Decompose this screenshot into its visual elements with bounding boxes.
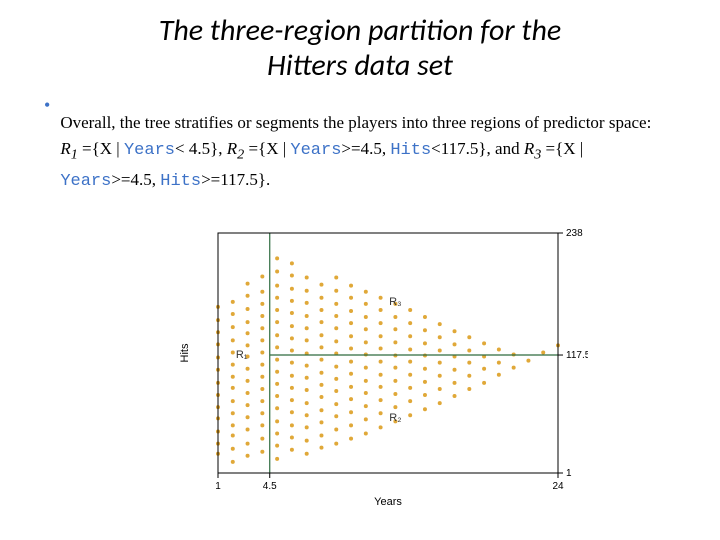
svg-text:Hits: Hits [179,343,191,362]
code-hits-2: Hits [160,172,201,191]
code-years-2: Years [290,141,341,160]
scatter-chart: R₁R₂R₃14.5241117.5238YearsHits [170,225,590,525]
code-hits-1: Hits [390,141,431,160]
svg-text:1: 1 [566,468,572,479]
svg-text:24: 24 [552,481,564,492]
code-years-3: Years [60,172,111,191]
svg-text:Years: Years [374,496,402,508]
body-paragraph: Overall, the tree stratifies or segments… [60,110,672,195]
svg-text:238: 238 [566,228,583,239]
r1-symbol: R1 [60,139,77,158]
r3-symbol: R3 [524,139,541,158]
svg-text:R₁: R₁ [236,349,248,361]
code-years-1: Years [124,141,175,160]
svg-text:R₂: R₂ [389,412,401,424]
body-lead: Overall, the tree stratifies or segments… [60,113,651,132]
chart-svg: R₁R₂R₃14.5241117.5238YearsHits [170,225,588,513]
svg-text:R₃: R₃ [389,296,401,308]
page-title: The three-region partition for the Hitte… [48,14,672,83]
title-line-1: The three-region partition for the [159,12,561,49]
bullet-item: • Overall, the tree stratifies or segmen… [44,93,672,212]
svg-text:1: 1 [215,481,221,492]
title-line-2: Hitters data set [267,47,453,84]
bullet-icon: • [44,93,50,118]
svg-text:4.5: 4.5 [263,481,277,492]
svg-text:117.5: 117.5 [566,350,588,361]
r2-symbol: R2 [227,139,244,158]
